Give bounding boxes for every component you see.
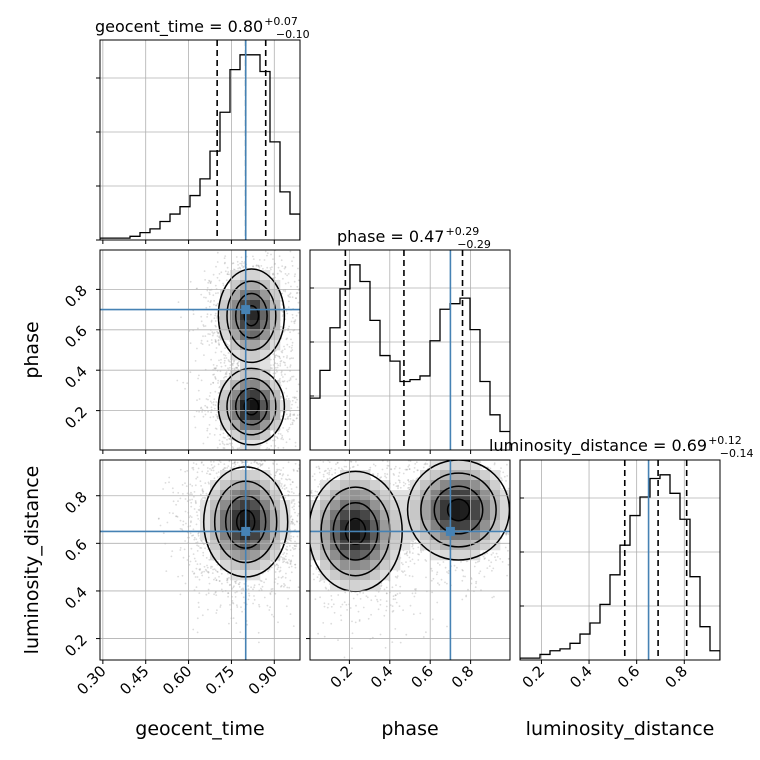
panel-border xyxy=(99,39,301,241)
density-cells xyxy=(310,460,510,591)
histogram-luminosity-distance xyxy=(519,459,721,664)
x-tick-label: 0.8 xyxy=(662,662,692,692)
title-phase: phase = 0.47+0.29 −0.29 xyxy=(337,225,491,251)
truth-marker xyxy=(445,526,455,536)
x-tick-label: 0.4 xyxy=(367,662,397,692)
x-tick-label: 0.8 xyxy=(448,662,478,692)
title-luminosity-distance: luminosity_distance = 0.69+0.12 −0.14 xyxy=(489,434,754,460)
joint-luminosity-distance-vs-phase xyxy=(306,459,511,664)
y-tick-label: 0.2 xyxy=(61,403,91,433)
panel-border xyxy=(309,249,511,451)
x-tick-label: 0.6 xyxy=(407,662,437,692)
axis-label-phase: phase xyxy=(381,718,438,740)
y-tick-label: 0.8 xyxy=(61,281,91,311)
x-tick-label: 0.75 xyxy=(202,662,238,698)
axis-label-geocent-time: geocent_time xyxy=(135,718,264,740)
x-tick-label: 0.45 xyxy=(116,662,152,698)
y-tick-label: 0.8 xyxy=(61,488,91,518)
x-tick-label: 0.6 xyxy=(614,662,644,692)
x-tick-label: 0.60 xyxy=(159,662,195,698)
y-axis-label-luminosity-distance: luminosity_distance xyxy=(21,466,43,655)
panel-border xyxy=(99,459,301,661)
y-tick-label: 0.6 xyxy=(61,322,91,352)
panel-border xyxy=(99,249,301,451)
histogram-phase xyxy=(309,249,511,454)
y-tick-label: 0.2 xyxy=(61,631,91,661)
y-tick-label: 0.4 xyxy=(61,362,91,392)
histogram-step-phase xyxy=(310,264,510,450)
y-tick-label: 0.6 xyxy=(61,535,91,565)
title-geocent-time: geocent_time = 0.80+0.07 −0.10 xyxy=(95,15,310,41)
x-tick-label: 0.2 xyxy=(519,662,549,692)
y-axis-label-phase: phase xyxy=(21,321,43,378)
x-tick-label: 0.30 xyxy=(73,662,109,698)
contour-lines xyxy=(217,268,286,446)
x-tick-label: 0.90 xyxy=(245,662,281,698)
y-tick-label: 0.4 xyxy=(61,583,91,613)
x-tick-label: 0.4 xyxy=(566,662,596,692)
histogram-geocent-time xyxy=(96,39,301,244)
joint-luminosity-distance-vs-geocent-time xyxy=(96,459,301,664)
panel-border xyxy=(519,459,721,661)
histogram-step-luminosity-distance xyxy=(520,474,720,660)
joint-phase-vs-geocent-time xyxy=(96,249,301,454)
panel-border xyxy=(309,459,511,661)
truth-marker xyxy=(241,526,251,536)
histogram-step-geocent-time xyxy=(100,54,300,240)
truth-marker xyxy=(241,305,251,315)
axis-label-luminosity-distance: luminosity_distance xyxy=(526,718,715,740)
x-tick-label: 0.2 xyxy=(327,662,357,692)
